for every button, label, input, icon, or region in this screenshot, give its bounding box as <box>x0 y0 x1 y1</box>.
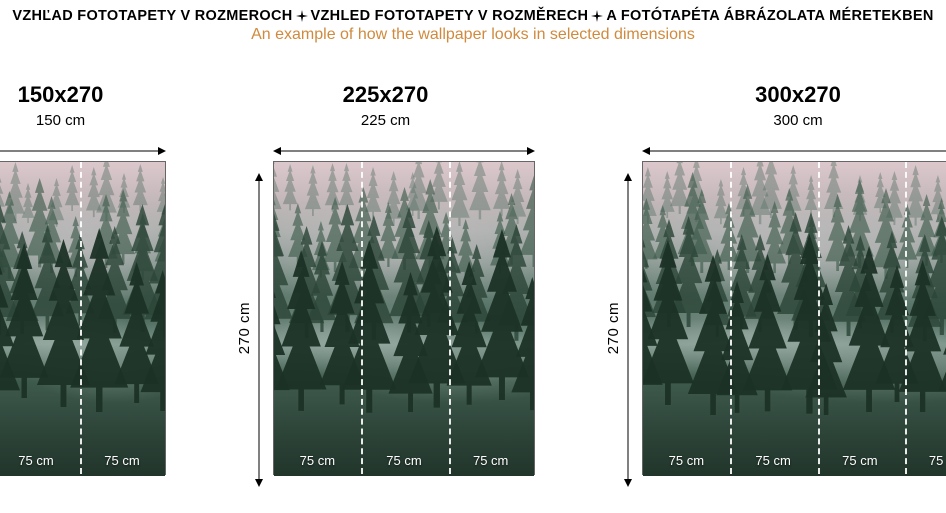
panel-divider <box>730 162 732 474</box>
height-label: 270 cm <box>236 302 253 354</box>
panel-width-label: 75 cm <box>0 453 79 468</box>
image-column: 75 cm75 cm <box>0 145 166 475</box>
panel-width-label: 75 cm <box>447 453 534 468</box>
panel-labels: 75 cm75 cm75 cm75 cm <box>643 450 946 474</box>
arrow-horizontal-icon <box>273 145 535 157</box>
panel-divider <box>80 162 82 474</box>
variant-150x270: 150x270 150 cm 270 cm <box>0 82 166 487</box>
panel-width-label: 75 cm <box>643 453 730 468</box>
forest-image <box>274 162 534 476</box>
panel-labels: 75 cm75 cm <box>0 450 165 474</box>
height-dimension: 270 cm <box>605 153 636 487</box>
forest-image <box>643 162 946 476</box>
wallpaper-preview: 75 cm75 cm <box>0 161 166 475</box>
width-label: 150 cm <box>36 112 85 129</box>
variant-225x270: 225x270 225 cm 270 cm <box>236 82 535 487</box>
panel-width-label: 75 cm <box>274 453 361 468</box>
panel-divider <box>361 162 363 474</box>
panel-divider <box>818 162 820 474</box>
panel-labels: 75 cm75 cm75 cm <box>274 450 534 474</box>
sparkle-icon <box>590 9 604 23</box>
header-multilang: VZHĽAD FOTOTAPETY V ROZMEROCH VZHLED FOT… <box>0 8 946 24</box>
image-column: 75 cm75 cm75 cm <box>273 145 535 475</box>
variant-title: 225x270 <box>343 82 429 108</box>
variant-title: 300x270 <box>755 82 841 108</box>
width-label: 300 cm <box>773 112 822 129</box>
variants-row: 150x270 150 cm 270 cm <box>0 82 946 487</box>
header: VZHĽAD FOTOTAPETY V ROZMEROCH VZHLED FOT… <box>0 0 946 44</box>
header-hu: A FOTÓTAPÉTA ÁBRÁZOLATA MÉRETEKBEN <box>606 8 933 24</box>
header-sk: VZHĽAD FOTOTAPETY V ROZMEROCH <box>12 8 292 24</box>
arrow-vertical-icon <box>253 173 267 487</box>
header-subtitle: An example of how the wallpaper looks in… <box>0 26 946 44</box>
header-cz: VZHLED FOTOTAPETY V ROZMĚRECH <box>311 8 589 24</box>
arrow-horizontal-icon <box>642 145 946 157</box>
panel-width-label: 75 cm <box>903 453 946 468</box>
image-column: 75 cm75 cm75 cm75 cm <box>642 145 946 475</box>
panel-width-label: 75 cm <box>730 453 817 468</box>
sparkle-icon <box>295 9 309 23</box>
variant-body: 270 cm <box>236 133 535 487</box>
width-label: 225 cm <box>361 112 410 129</box>
variant-body: 270 cm <box>0 133 166 487</box>
panel-width-label: 75 cm <box>817 453 904 468</box>
arrow-vertical-icon <box>622 173 636 487</box>
variant-body: 270 cm <box>605 133 946 487</box>
panel-divider <box>449 162 451 474</box>
height-label: 270 cm <box>605 302 622 354</box>
variant-300x270: 300x270 300 cm 270 cm <box>605 82 946 487</box>
panel-divider <box>905 162 907 474</box>
panel-width-label: 75 cm <box>361 453 448 468</box>
wallpaper-preview: 75 cm75 cm75 cm <box>273 161 535 475</box>
arrow-horizontal-icon <box>0 145 166 157</box>
forest-image <box>0 162 165 476</box>
height-dimension: 270 cm <box>236 153 267 487</box>
wallpaper-preview: 75 cm75 cm75 cm75 cm <box>642 161 946 475</box>
panel-width-label: 75 cm <box>79 453 165 468</box>
variant-title: 150x270 <box>18 82 104 108</box>
